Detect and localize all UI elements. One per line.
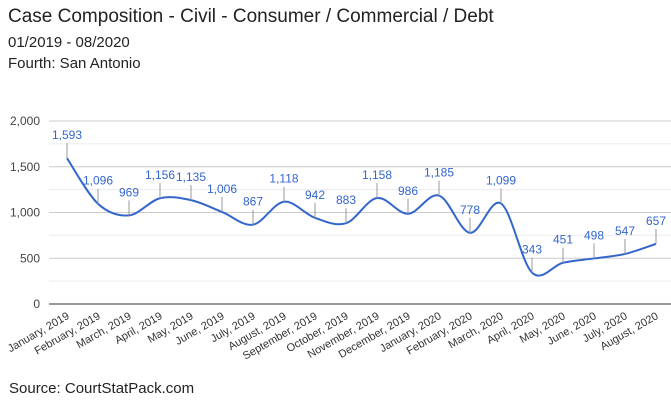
chart-title: Case Composition - Civil - Consumer / Co… xyxy=(8,6,494,27)
y-tick-label: 0 xyxy=(33,297,40,311)
data-label: 986 xyxy=(398,184,418,198)
data-label: 1,135 xyxy=(176,170,206,184)
data-label: 1,593 xyxy=(52,128,82,142)
data-label: 1,099 xyxy=(486,173,516,187)
data-label: 778 xyxy=(460,203,480,217)
data-label: 451 xyxy=(553,233,573,247)
data-label: 547 xyxy=(615,224,635,238)
data-label: 498 xyxy=(584,228,604,242)
data-label: 969 xyxy=(119,185,139,199)
data-label: 657 xyxy=(646,214,666,228)
y-tick-label: 2,000 xyxy=(10,114,40,128)
chart-subtitle-date-range: 01/2019 - 08/2020 xyxy=(8,34,130,51)
y-tick-label: 1,500 xyxy=(10,160,40,174)
chart-source: Source: CourtStatPack.com xyxy=(9,380,195,397)
data-label: 343 xyxy=(522,243,542,257)
y-tick-label: 1,000 xyxy=(10,206,40,220)
data-label: 867 xyxy=(243,195,263,209)
data-label: 1,185 xyxy=(424,166,454,180)
data-label: 1,118 xyxy=(269,172,298,186)
data-label: 1,006 xyxy=(207,182,237,196)
y-tick-label: 500 xyxy=(20,251,40,265)
chart-subtitle-court: Fourth: San Antonio xyxy=(8,55,141,72)
series-line xyxy=(66,157,657,277)
data-label: 942 xyxy=(305,188,325,202)
data-label: 1,096 xyxy=(83,174,113,188)
data-label: 1,156 xyxy=(145,168,175,182)
data-label: 883 xyxy=(336,193,356,207)
data-label: 1,158 xyxy=(362,168,392,182)
